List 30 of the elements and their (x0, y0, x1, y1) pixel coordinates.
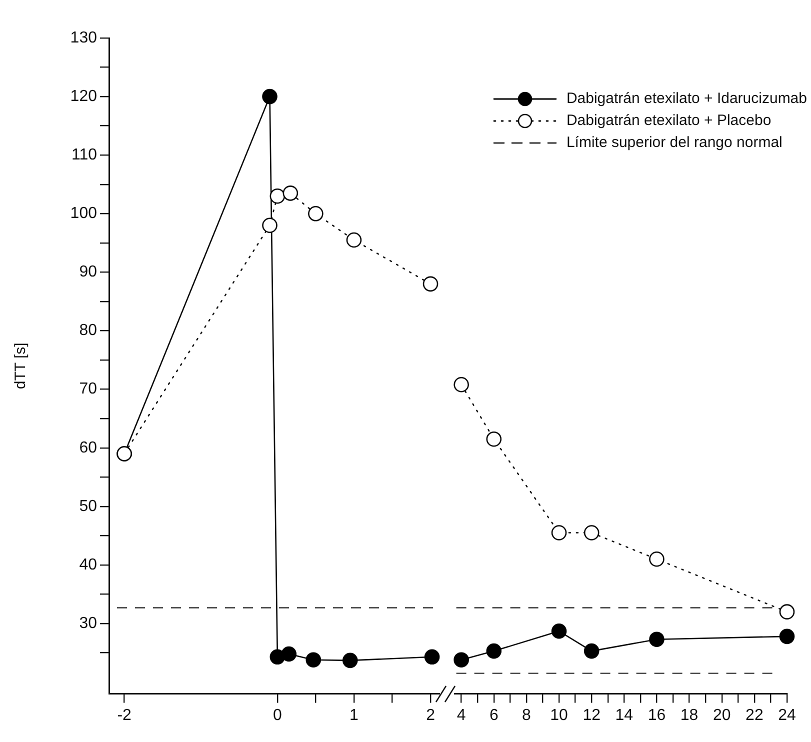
y-tick-label: 40 (79, 556, 98, 574)
x-tick-label: 14 (615, 706, 634, 724)
x-tick-label: 0 (272, 706, 282, 724)
x-tick-label: 20 (712, 706, 731, 724)
x-tick-label: 16 (648, 706, 666, 724)
x-tick-label: -2 (117, 706, 132, 724)
y-tick-label: 110 (71, 146, 98, 164)
y-tick-label: 60 (79, 439, 98, 456)
x-tick-label: 8 (522, 706, 532, 724)
y-tick-label: 70 (79, 380, 98, 398)
x-tick-label: 1 (350, 706, 359, 724)
x-tick-label: 18 (680, 706, 698, 724)
y-tick-label: 90 (79, 264, 98, 281)
y-tick-label: 100 (70, 205, 98, 222)
legend-label: Límite superior del rango normal (566, 133, 782, 153)
y-tick-label: 30 (79, 614, 98, 632)
x-tick-label: 6 (489, 706, 498, 724)
x-tick-label: 2 (426, 706, 436, 724)
x-tick-label: 10 (550, 706, 568, 724)
legend-label: Dabigatrán etexilato + Placebo (566, 111, 772, 131)
x-tick-label: 4 (456, 706, 466, 724)
y-tick-label: 50 (79, 498, 98, 515)
x-tick-label: 22 (746, 706, 764, 724)
y-axis-title: dTT [s] (12, 342, 30, 390)
legend-label: Dabigatrán etexilato + Idarucizumab (566, 89, 807, 109)
x-tick-label: 12 (582, 706, 601, 724)
y-tick-label: 80 (79, 322, 98, 340)
y-tick-label: 120 (70, 88, 98, 105)
y-tick-label: 130 (70, 29, 98, 46)
x-tick-label: 24 (778, 706, 796, 724)
